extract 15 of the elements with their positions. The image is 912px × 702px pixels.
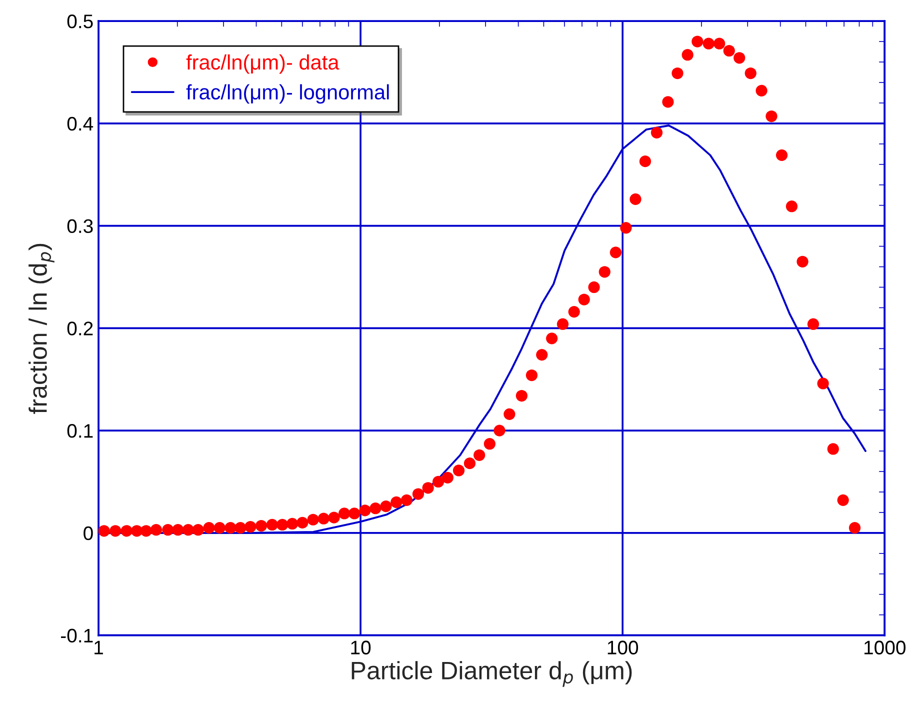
y-tick-label: 0.1: [67, 424, 93, 438]
y-tick-label: 0.3: [67, 219, 93, 234]
y-axis-title: fraction / ln (d$_{p}$): [28, 244, 54, 414]
x-tick-label: 100: [608, 640, 638, 654]
x-tick-label: 10: [351, 640, 371, 654]
legend-label: frac/ln(μm)- data: [186, 54, 340, 74]
legend-label: frac/ln(μm)- lognormal: [186, 84, 389, 104]
x-tick-label: 1: [94, 640, 103, 654]
x-axis-title: Particle Diameter d$_{p}$ (μm): [352, 661, 632, 687]
y-tick-label: 0: [84, 526, 93, 540]
y-tick-label: 0.2: [67, 322, 93, 336]
x-tick-label: 1000: [864, 640, 906, 654]
y-tick-label: -0.1: [60, 628, 93, 643]
y-tick-label: 0.4: [67, 116, 94, 131]
y-tick-label: 0.5: [67, 14, 93, 28]
